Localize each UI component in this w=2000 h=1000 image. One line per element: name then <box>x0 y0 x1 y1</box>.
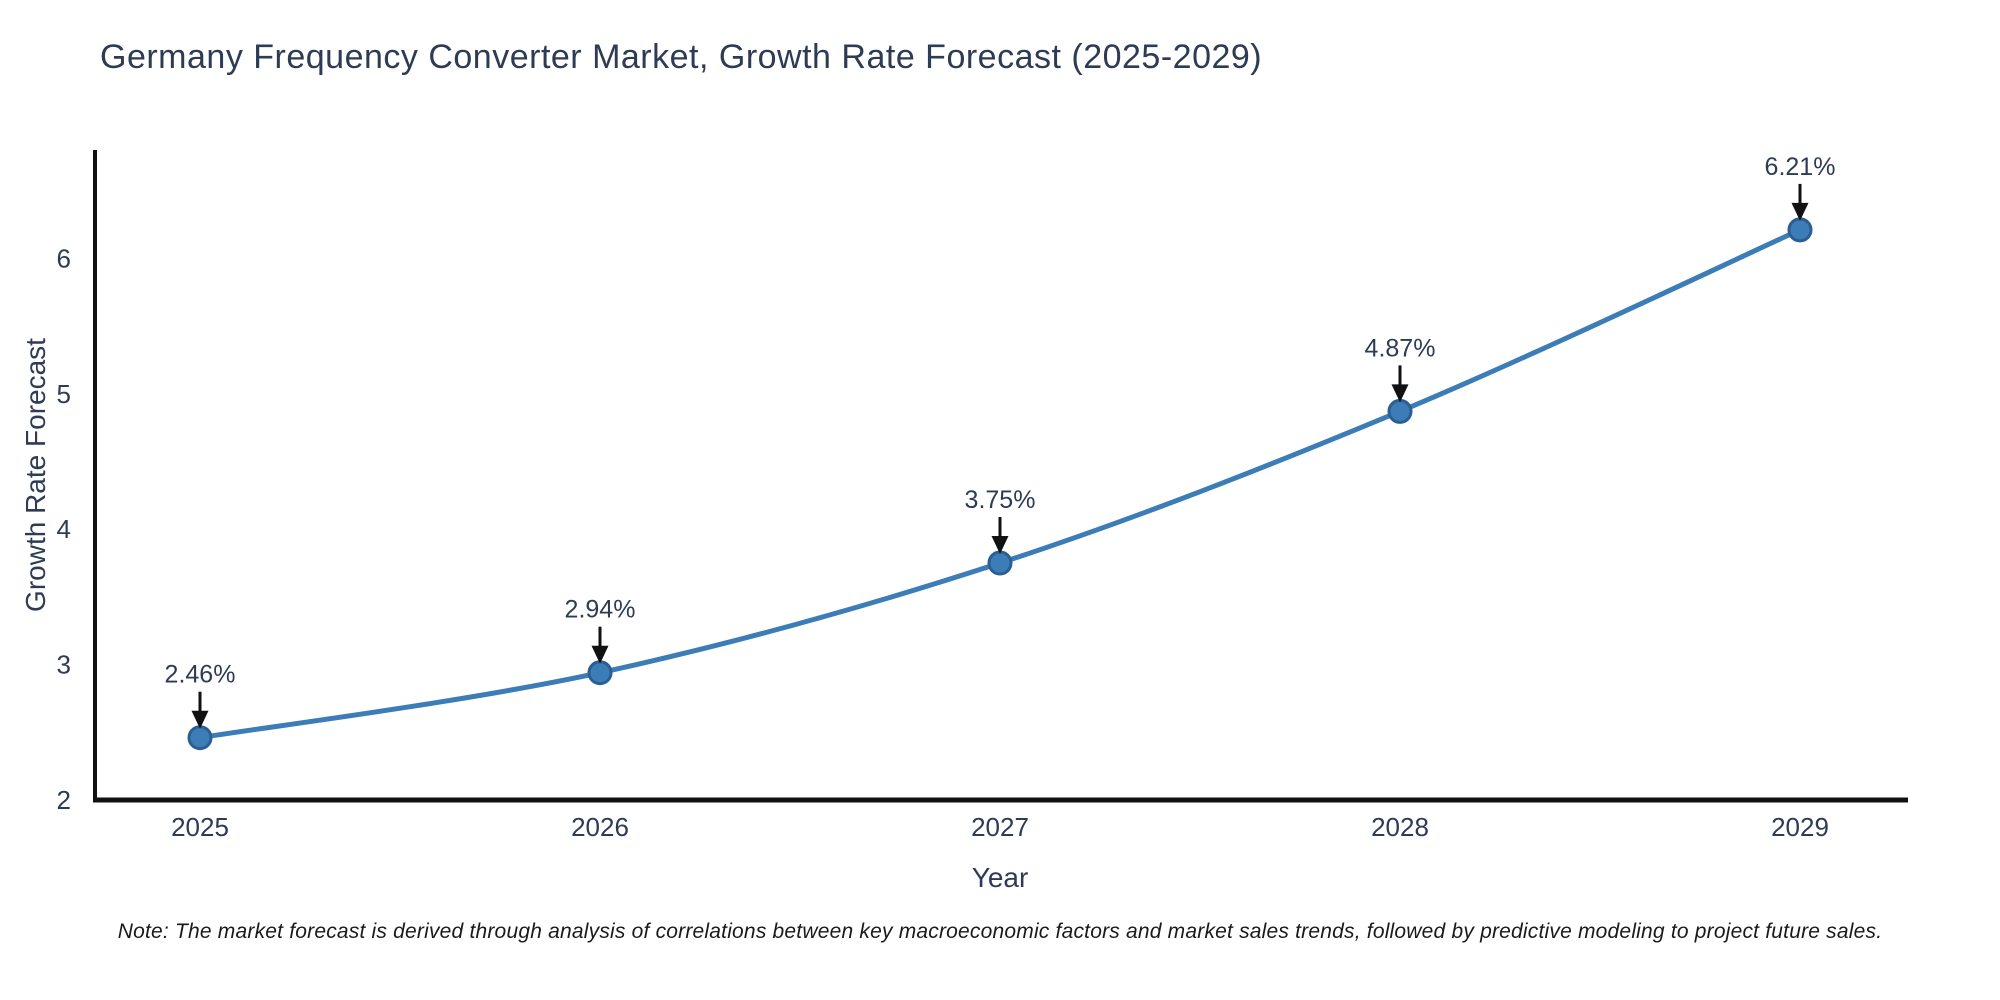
y-axis-title: Growth Rate Forecast <box>20 338 51 612</box>
annotation-label: 2.46% <box>165 661 236 689</box>
data-point-marker <box>587 660 613 686</box>
data-point-marker <box>1787 217 1813 243</box>
x-tick-label: 2028 <box>1371 812 1429 842</box>
data-point-marker <box>1387 398 1413 424</box>
annotation-arrow-head <box>1791 202 1809 221</box>
annotation-label: 3.75% <box>965 486 1036 514</box>
annotation-arrow-head <box>191 710 209 729</box>
y-tick-label: 4 <box>57 514 71 544</box>
data-point-marker <box>987 550 1013 576</box>
y-tick-label: 2 <box>57 785 71 815</box>
annotation-arrow-head <box>991 536 1009 555</box>
annotation-label: 4.87% <box>1365 334 1436 362</box>
x-tick-label: 2025 <box>171 812 229 842</box>
x-tick-label: 2026 <box>571 812 629 842</box>
x-axis-title: Year <box>971 862 1029 893</box>
y-tick-label: 6 <box>57 243 71 273</box>
data-point-marker <box>187 725 213 751</box>
annotation-arrow-head <box>591 645 609 664</box>
annotation-label: 6.21% <box>1765 153 1836 181</box>
x-tick-label: 2027 <box>971 812 1029 842</box>
annotation-label: 2.94% <box>565 596 636 624</box>
y-tick-label: 3 <box>57 650 71 680</box>
trend-line <box>197 227 1803 741</box>
chart-title: Germany Frequency Converter Market, Grow… <box>100 38 1263 76</box>
y-tick-label: 5 <box>57 379 71 409</box>
x-tick-label: 2029 <box>1771 812 1829 842</box>
footnote: Note: The market forecast is derived thr… <box>117 920 1883 943</box>
annotation-arrow-head <box>1391 384 1409 403</box>
